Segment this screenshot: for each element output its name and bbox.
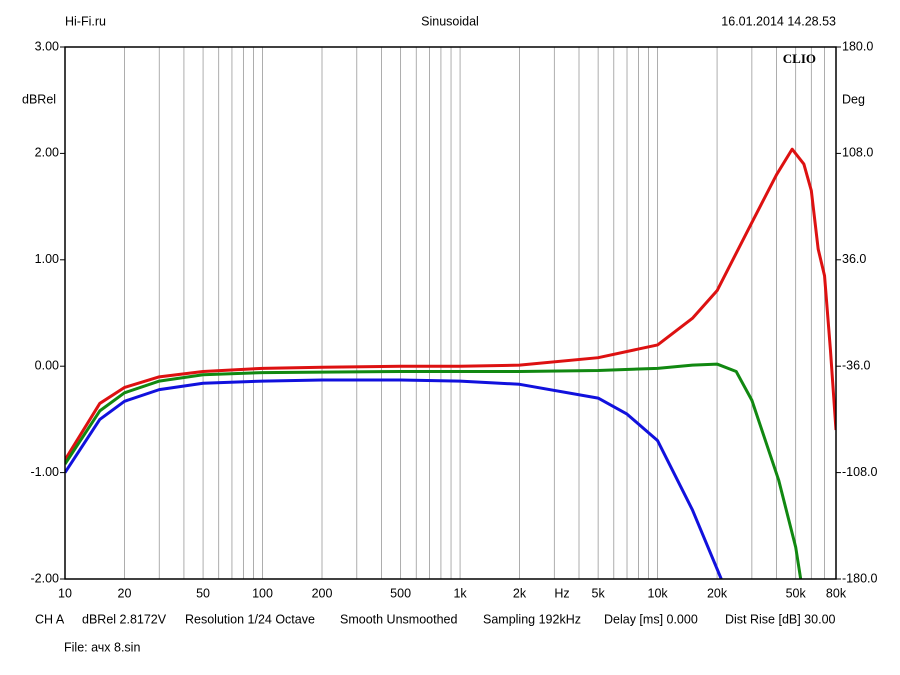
footer-item: Sampling 192kHz <box>483 612 581 626</box>
x-tick-label: 5k <box>592 586 606 600</box>
plot-frame <box>64 46 837 580</box>
header-right: 16.01.2014 14.28.53 <box>721 14 836 28</box>
footer-item: CH A <box>35 612 65 626</box>
x-tick-label: 2k <box>513 586 527 600</box>
y-tick-label: 3.00 <box>35 39 59 53</box>
footer-item: Smooth Unsmoothed <box>340 612 457 626</box>
x-tick-label: 500 <box>390 586 411 600</box>
file-label: File: ачх 8.sin <box>64 640 140 654</box>
series-line <box>65 362 803 579</box>
x-tick-label: 10 <box>58 586 72 600</box>
x-tick-label: 10k <box>648 586 669 600</box>
plot-lines <box>65 147 836 579</box>
y2-axis-label: Deg <box>842 92 865 106</box>
footer-item: Resolution 1/24 Octave <box>185 612 315 626</box>
header-left: Hi-Fi.ru <box>65 14 106 28</box>
x-tick-label: 80k <box>826 586 847 600</box>
x-tick-label: 50 <box>196 586 210 600</box>
footer-item: dBRel 2.8172V <box>82 612 167 626</box>
y2-tick-label: -36.0 <box>842 358 871 372</box>
x-tick-label: 50k <box>786 586 807 600</box>
x-tick-label: 100 <box>252 586 273 600</box>
brand: CLIO <box>783 51 816 66</box>
series-line <box>65 147 836 461</box>
y-tick-label: 2.00 <box>35 146 59 160</box>
y-tick-label: -2.00 <box>31 571 60 585</box>
grid <box>64 47 837 579</box>
y-tick-label: -1.00 <box>31 465 60 479</box>
x-tick-label: 1k <box>453 586 467 600</box>
footer-item: Delay [ms] 0.000 <box>604 612 698 626</box>
y2-tick-label: 36.0 <box>842 252 866 266</box>
y2-tick-label: 180.0 <box>842 39 873 53</box>
y2-tick-label: -180.0 <box>842 571 877 585</box>
x-tick-label: 20k <box>707 586 728 600</box>
x-unit-label: Hz <box>554 586 569 600</box>
y2-tick-label: -108.0 <box>842 465 877 479</box>
y-tick-label: 1.00 <box>35 252 59 266</box>
x-tick-label: 200 <box>312 586 333 600</box>
y-tick-label: 0.00 <box>35 358 59 372</box>
header-center: Sinusoidal <box>421 14 479 28</box>
y-axis-label: dBRel <box>22 92 56 106</box>
y2-tick-label: 108.0 <box>842 146 873 160</box>
x-tick-label: 20 <box>118 586 132 600</box>
footer-item: Dist Rise [dB] 30.00 <box>725 612 836 626</box>
series-line <box>65 378 723 579</box>
